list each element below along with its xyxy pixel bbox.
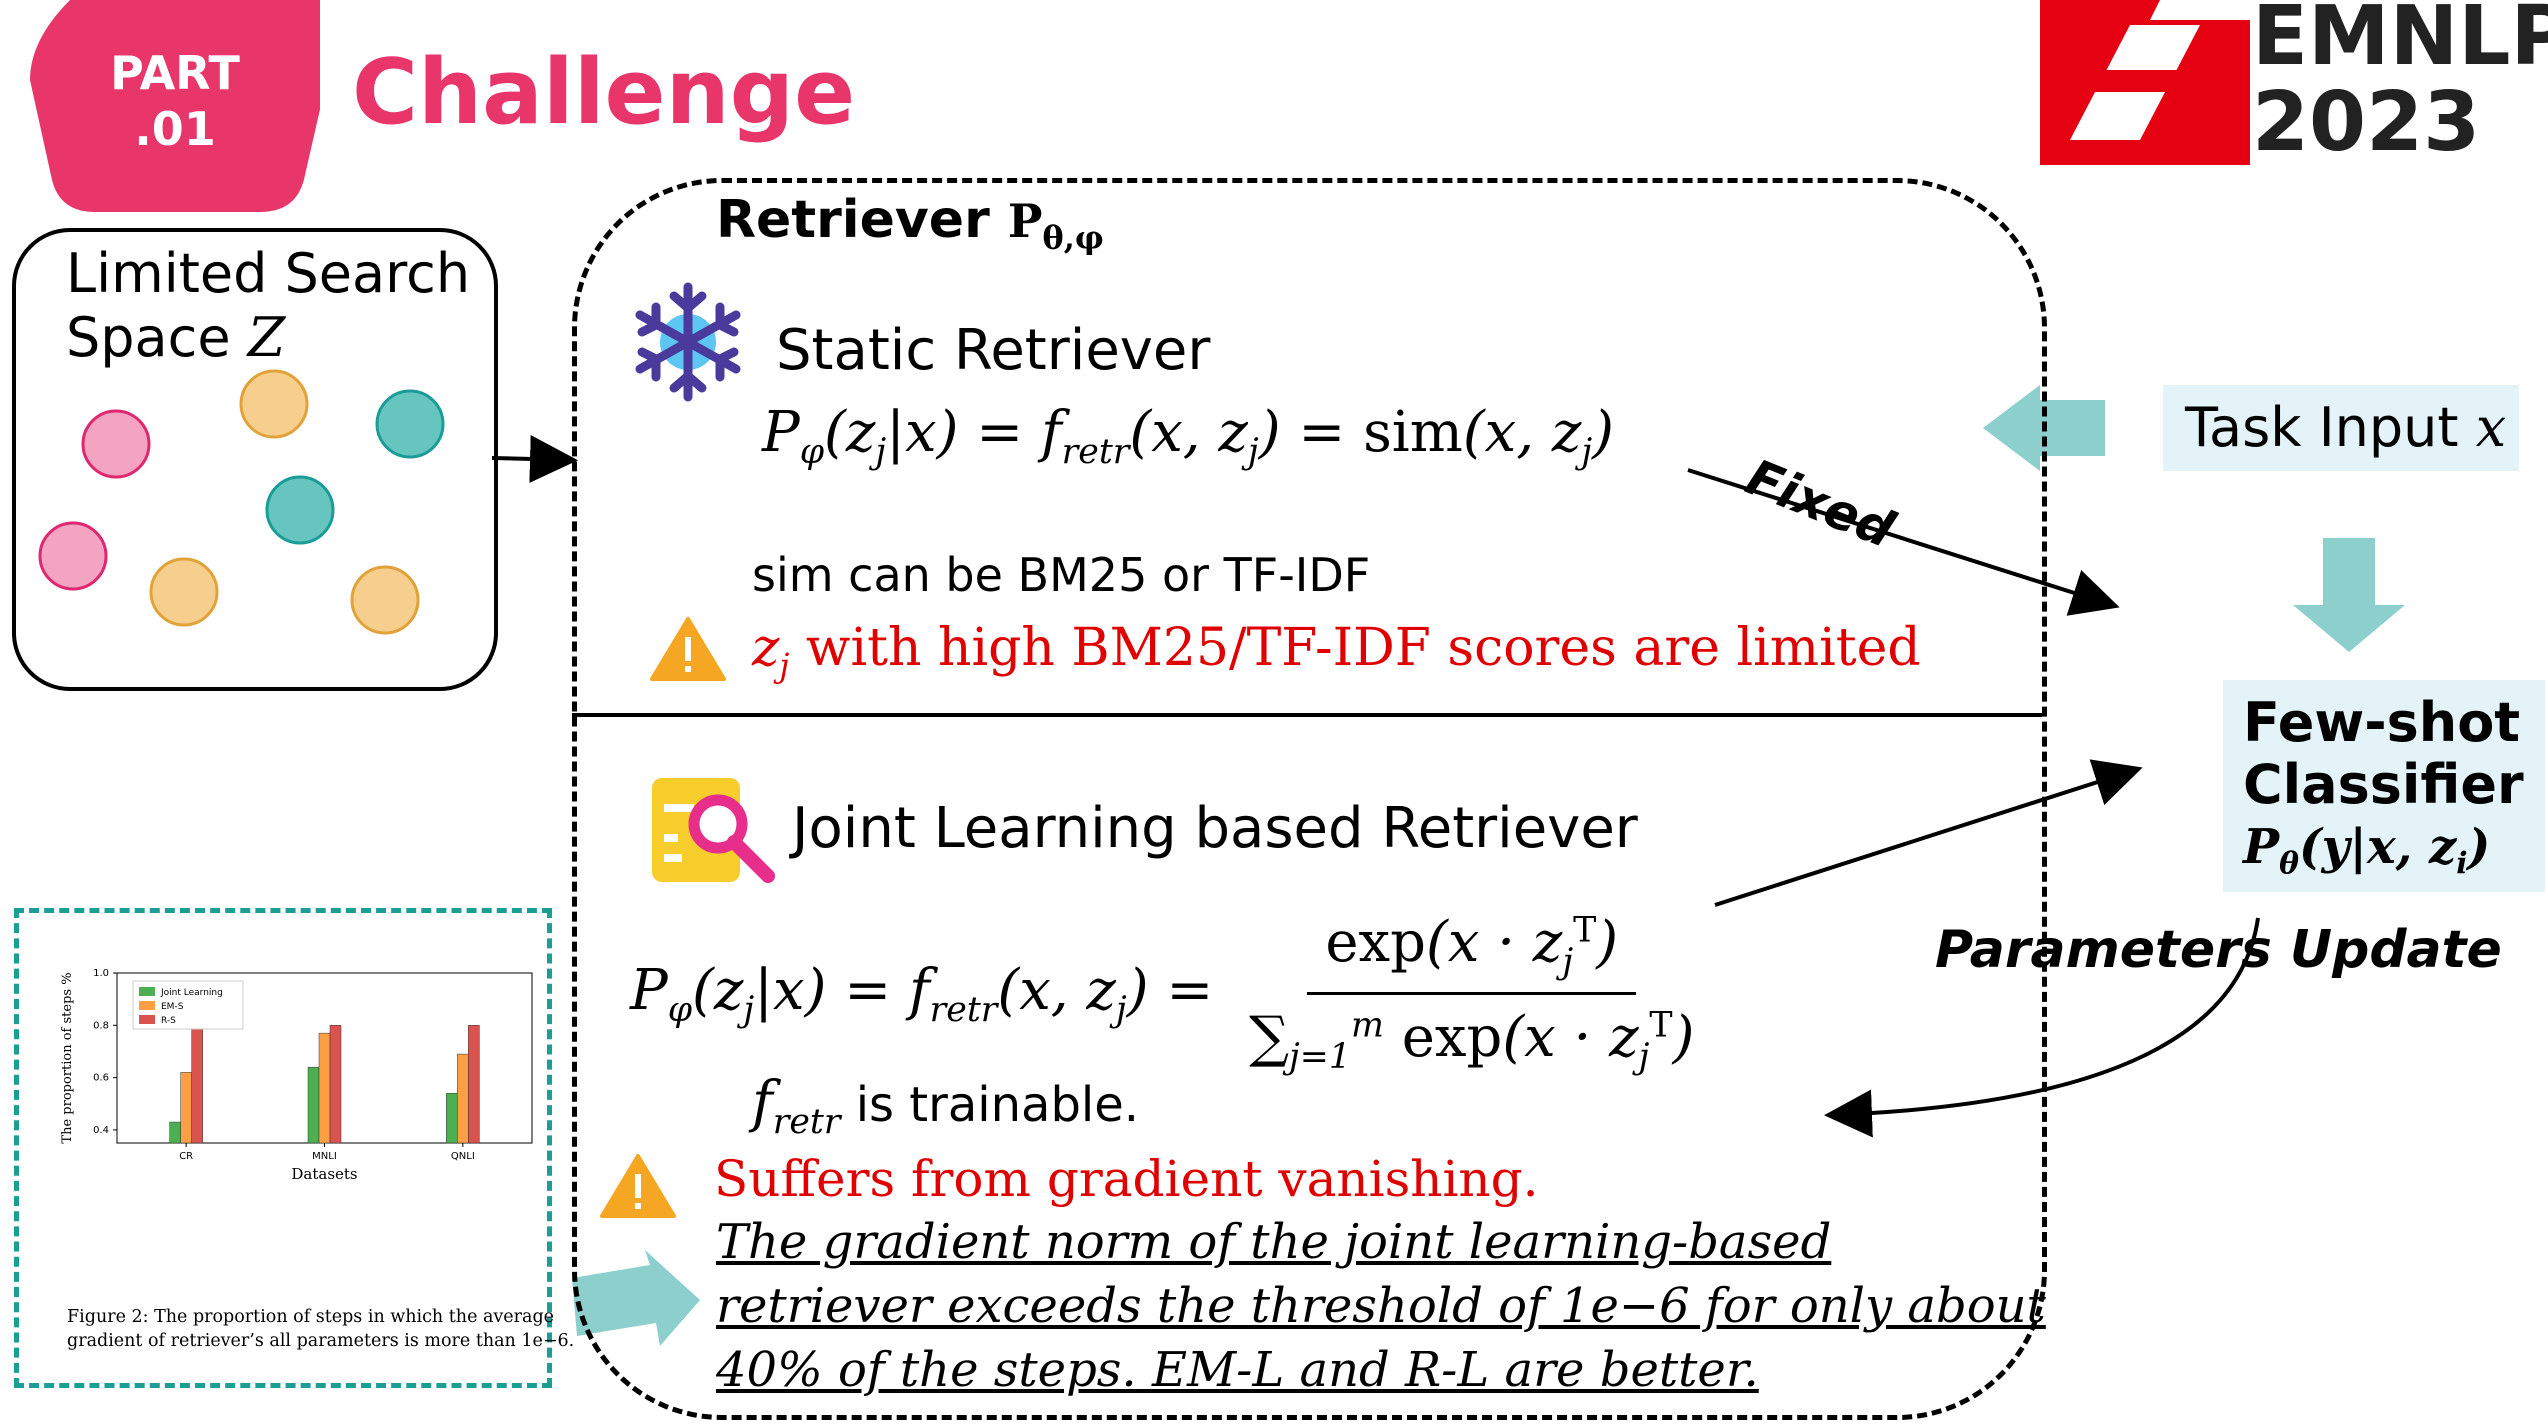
candidate-dot bbox=[239, 369, 309, 439]
classifier-line1: Few-shot bbox=[2243, 691, 2521, 754]
parameters-update-label: Parameters Update bbox=[1935, 920, 2502, 980]
part-label-line1: PART bbox=[110, 46, 240, 100]
x-tick-label: QNLI bbox=[451, 1151, 475, 1162]
warning-icon bbox=[650, 617, 726, 681]
parameters-update-arrow bbox=[1824, 917, 2260, 1138]
search-space-label-line1: Limited Search bbox=[66, 242, 471, 305]
task-to-classifier-arrow-icon bbox=[2293, 538, 2405, 652]
bar bbox=[468, 1025, 480, 1144]
search-space-symbol: Z bbox=[247, 306, 286, 369]
trainable-note-text: is trainable. bbox=[840, 1077, 1140, 1133]
y-tick-label: 0.8 bbox=[93, 1020, 109, 1031]
search-space-label-line2: Space bbox=[66, 306, 231, 369]
emnlp-logo: EMNLP 2023 bbox=[2040, 0, 2548, 170]
bar bbox=[180, 1072, 192, 1144]
joint-retriever-trainable: fretr is trainable. bbox=[752, 1070, 1140, 1143]
candidate-dot bbox=[149, 557, 219, 627]
legend-swatch bbox=[139, 1015, 155, 1024]
inset-caption-line2: gradient of retriever’s all parameters i… bbox=[67, 1331, 575, 1351]
joint-retriever-heading: Joint Learning based Retriever bbox=[792, 796, 1638, 861]
x-tick-label: CR bbox=[179, 1151, 193, 1162]
emnlp-logo-line1: EMNLP bbox=[2252, 0, 2548, 84]
emnlp-logo-line2: 2023 bbox=[2252, 75, 2481, 170]
legend-swatch bbox=[139, 987, 155, 996]
part-badge: PART .01 bbox=[30, 0, 345, 215]
detail-line3: 40% of the steps. EM-L and R-L are bette… bbox=[716, 1342, 1759, 1398]
part-label: PART .01 bbox=[30, 45, 320, 157]
bar bbox=[318, 1032, 331, 1144]
bar-chart: 0.4 0.6 0.8 1.0 CR MNLI QNLI Datasets The propor… bbox=[60, 968, 533, 1183]
classifier-box: Few-shot Classifier Pθ(y|x, zi) bbox=[2223, 680, 2545, 892]
static-retriever-formula: Pφ(zj|x) = fretr(x, zj) = sim(x, zj) bbox=[762, 400, 1614, 473]
warning-icon bbox=[600, 1154, 676, 1218]
task-input-var: x bbox=[2475, 396, 2507, 459]
search-to-retriever-arrow bbox=[491, 434, 578, 483]
y-axis-label: The proportion of steps % bbox=[60, 972, 75, 1143]
retriever-title-symbol: P bbox=[1007, 194, 1043, 248]
candidate-dot bbox=[375, 389, 445, 459]
x-tick-label: MNLI bbox=[312, 1151, 337, 1162]
bar bbox=[329, 1025, 342, 1144]
retriever-title: Retriever Pθ,φ bbox=[716, 190, 1104, 256]
x-axis-label: Datasets bbox=[291, 1165, 357, 1183]
classifier-formula: Pθ(y|x, zi) bbox=[2243, 819, 2491, 882]
static-retriever-warning: zj with high BM25/TF-IDF scores are limi… bbox=[752, 618, 1921, 685]
snowflake-icon bbox=[635, 282, 741, 402]
joint-retriever-detail: The gradient norm of the joint learning-… bbox=[716, 1210, 2046, 1402]
bar bbox=[446, 1093, 458, 1144]
joint-retriever-formula: Pφ(zj|x) = fretr(x, zj) = exp(x · zjT) ∑… bbox=[630, 910, 1695, 1078]
search-space-label: Limited Search Space Z bbox=[66, 242, 470, 370]
retriever-title-params: θ,φ bbox=[1042, 218, 1104, 257]
bar bbox=[457, 1053, 469, 1144]
static-retriever-heading: Static Retriever bbox=[776, 318, 1211, 383]
task-input-box: Task Input x bbox=[2163, 385, 2519, 471]
inset-figure: 0.4 0.6 0.8 1.0 CR MNLI QNLI Datasets The propor… bbox=[14, 908, 574, 1388]
part-badge-shape bbox=[30, 0, 345, 212]
detail-line1: The gradient norm of the joint learning-… bbox=[716, 1214, 1832, 1270]
detail-line2: retriever exceeds the threshold of 1e−6 … bbox=[716, 1278, 2046, 1334]
static-retriever-note: sim can be BM25 or TF-IDF bbox=[752, 548, 1371, 602]
bar bbox=[307, 1066, 320, 1144]
candidate-dot bbox=[81, 409, 151, 479]
bar bbox=[191, 1025, 203, 1144]
retriever-box bbox=[572, 178, 2047, 1420]
retriever-divider bbox=[572, 713, 2042, 717]
candidate-dots bbox=[38, 369, 445, 635]
candidate-dot bbox=[38, 521, 108, 591]
emnlp-logo-mark bbox=[2040, 0, 2250, 165]
legend-label: Joint Learning bbox=[160, 988, 223, 998]
candidate-dot bbox=[350, 565, 420, 635]
y-tick-label: 1.0 bbox=[93, 968, 109, 979]
legend-label: EM-S bbox=[161, 1002, 184, 1012]
legend-label: R-S bbox=[161, 1016, 176, 1026]
joint-to-classifier-arrow bbox=[1714, 759, 2143, 907]
part-label-line2: .01 bbox=[134, 102, 216, 156]
inset-caption-line1: Figure 2: The proportion of steps in whi… bbox=[67, 1307, 555, 1327]
candidate-dot bbox=[265, 475, 335, 545]
y-tick-label: 0.6 bbox=[93, 1073, 109, 1084]
fixed-arrow bbox=[1687, 468, 2120, 616]
inset-caption: Figure 2: The proportion of steps in whi… bbox=[67, 1305, 574, 1353]
y-tick-label: 0.4 bbox=[93, 1125, 109, 1136]
task-input-label: Task Input bbox=[2185, 396, 2459, 459]
emnlp-logo-text: EMNLP 2023 bbox=[2252, 0, 2548, 166]
search-document-icon bbox=[652, 778, 775, 883]
joint-retriever-warning: Suffers from gradient vanishing. bbox=[714, 1150, 1539, 1208]
retriever-title-text: Retriever bbox=[716, 190, 990, 250]
classifier-line2: Classifier bbox=[2243, 753, 2524, 816]
page-title: Challenge bbox=[352, 40, 856, 145]
legend-swatch bbox=[139, 1001, 155, 1010]
bar bbox=[169, 1121, 181, 1144]
